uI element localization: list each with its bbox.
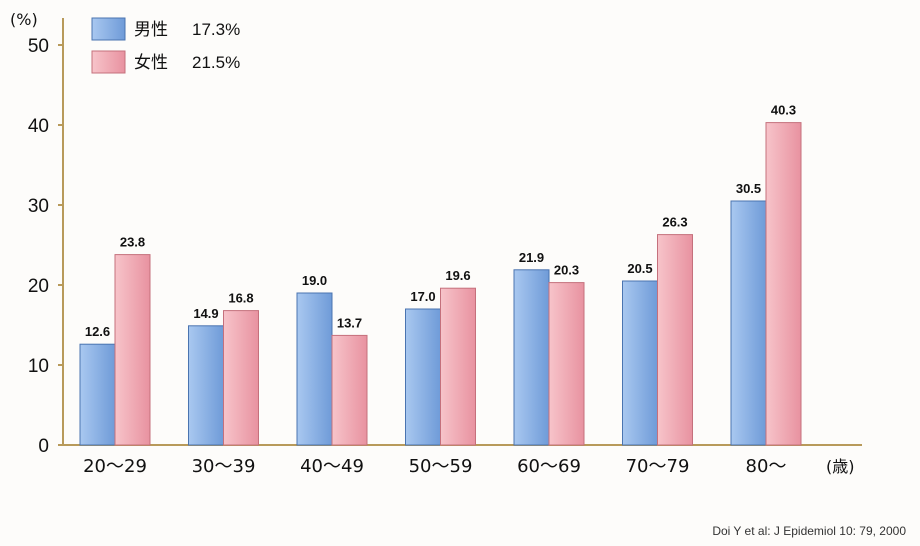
bar-female [765,122,802,446]
bar-female [331,334,368,446]
data-label: 26.3 [662,215,687,230]
data-label: 20.3 [554,263,579,278]
x-tick-label: 80〜 [746,456,787,477]
data-label: 23.8 [120,235,145,250]
bar-male [296,292,333,446]
x-tick-label: 50〜59 [409,456,473,477]
bar-male [622,280,658,446]
legend-swatch-female [91,50,126,74]
bar-female [657,234,693,446]
y-tick-label: 50 [28,36,49,57]
bar-male [730,200,767,446]
data-label: 30.5 [736,181,761,196]
x-tick-label: 20〜29 [83,456,147,477]
bar-male [405,308,441,446]
data-label: 19.0 [302,273,327,288]
y-tick-label: 30 [28,196,49,217]
legend-value-female: 21.5% [192,53,240,72]
data-label: 14.9 [193,306,218,321]
plot-area: 0 10 20 30 40 50 (%) (歳) 12.6 23.8 20〜29 14.9 16.8 30… [10,10,862,477]
bar-male [188,325,224,446]
bar-female [548,282,585,446]
y-axis-label: (%) [10,10,38,29]
y-tick-label: 20 [28,276,49,297]
data-label: 19.6 [445,268,470,283]
y-tick-label: 0 [38,436,49,457]
legend-label-male: 男性 [134,20,168,40]
bar-female [114,254,151,446]
data-label: 12.6 [85,324,110,339]
data-label: 17.0 [410,289,435,304]
data-label: 16.8 [228,291,253,306]
x-tick-label: 30〜39 [192,456,256,477]
bar-female [223,310,259,446]
bar-male [513,269,550,446]
x-tick-label: 60〜69 [517,456,581,477]
y-tick-label: 10 [28,356,49,377]
legend-value-male: 17.3% [192,20,240,39]
legend-label-female: 女性 [134,53,168,73]
data-label: 20.5 [627,261,652,276]
data-label: 13.7 [337,315,362,330]
x-tick-label: 40〜49 [300,456,364,477]
bar-male [79,343,116,446]
x-axis-label: (歳) [826,457,855,476]
x-tick-label: 70〜79 [626,456,690,477]
y-tick-label: 40 [28,116,49,137]
legend-swatch-male [91,17,126,41]
data-label: 21.9 [519,250,544,265]
bar-female [440,287,476,446]
source-citation: Doi Y et al: J Epidemiol 10: 79, 2000 [712,524,906,538]
data-label: 40.3 [771,103,796,118]
